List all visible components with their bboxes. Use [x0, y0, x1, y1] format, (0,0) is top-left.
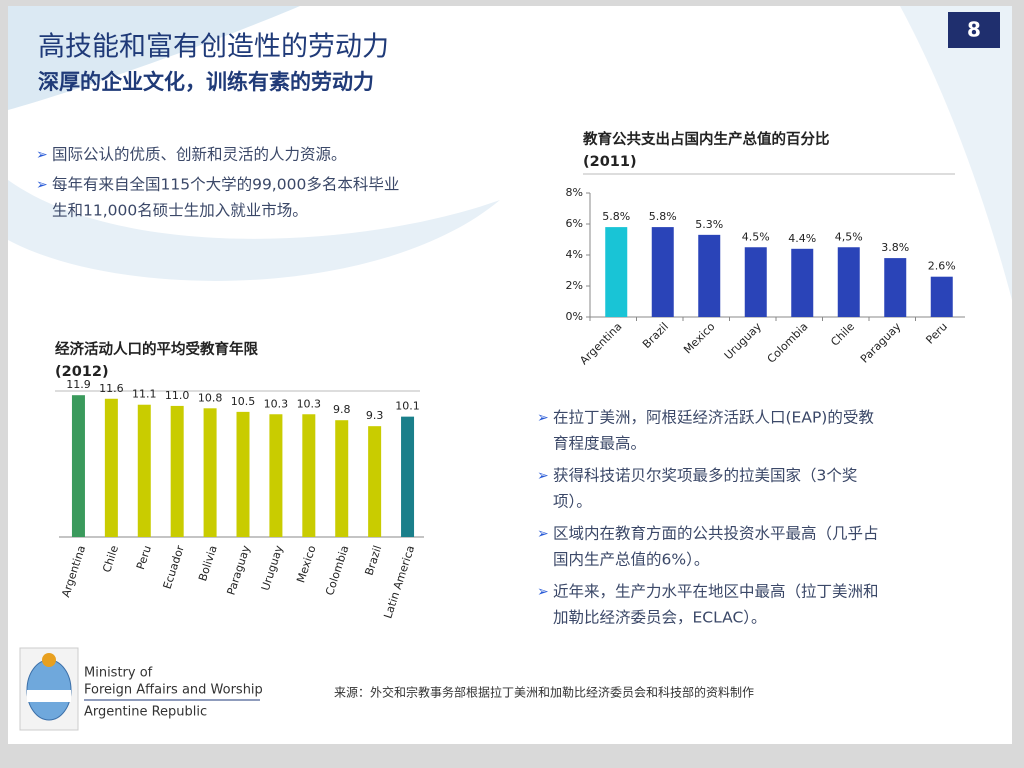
bar: [335, 420, 349, 537]
data-label: 11.1: [132, 388, 157, 401]
logo-emblem-sun: [42, 653, 56, 667]
bullet-text: 国内生产总值的6%）。: [553, 551, 709, 569]
chart-title: (2012): [55, 364, 109, 380]
slide-background: [8, 6, 1012, 744]
bar: [930, 276, 953, 317]
data-label: 10.8: [198, 391, 223, 404]
bar: [605, 227, 628, 317]
bar: [236, 411, 250, 537]
data-label: 10.1: [395, 400, 420, 413]
bar: [302, 414, 316, 537]
bullet-arrow: ➢: [537, 526, 549, 542]
data-label: 11.6: [99, 382, 124, 395]
data-label: 5.3%: [695, 218, 723, 231]
logo-text: Ministry of: [84, 666, 153, 681]
chart-title: 经济活动人口的平均受教育年限: [55, 340, 258, 358]
source: 来源：外交和宗教事务部根据拉丁美洲和加勒比经济委员会和科技部的资料制作: [334, 685, 754, 700]
data-label: 5.8%: [649, 210, 677, 223]
logo-emblem-band: [27, 690, 71, 702]
data-label: 10.5: [231, 395, 256, 408]
bar: [791, 248, 814, 317]
data-label: 10.3: [264, 397, 289, 410]
bullet-arrow: ➢: [537, 410, 549, 426]
data-label: 4.4%: [788, 232, 816, 245]
bar: [884, 258, 907, 317]
subtitle: 深厚的企业文化，训练有素的劳动力: [38, 70, 374, 94]
bullet-text: 每年有来自全国115个大学的99,000多名本科毕业: [52, 176, 399, 194]
decor-swirl: [900, 6, 1012, 300]
bar: [744, 247, 767, 317]
decor-swirl: [8, 6, 300, 110]
bullet-text: 近年来，生产力水平在地区中最高（拉丁美洲和: [553, 583, 879, 601]
chart-title: (2011): [583, 154, 637, 170]
bullet-text: 项）。: [553, 493, 592, 511]
title: 高技能和富有创造性的劳动力: [38, 32, 389, 63]
page-number-box: [948, 12, 1000, 48]
y-tick-label: 6%: [566, 217, 583, 230]
bar: [170, 405, 184, 537]
bullet-arrow: ➢: [36, 177, 48, 193]
data-label: 11.9: [66, 378, 91, 391]
bar: [837, 247, 860, 317]
y-tick-label: 0%: [566, 310, 583, 323]
bullets-top: ➢ 国际公认的优质、创新和灵活的人力资源。➢ 每年有来自全国115个大学的99,00…: [36, 146, 399, 220]
data-label: 11.0: [165, 389, 190, 402]
decor-swirl: [8, 180, 500, 281]
bullet-arrow: ➢: [36, 147, 48, 163]
bar: [269, 414, 283, 537]
bar: [368, 426, 382, 537]
data-label: 4,5%: [835, 230, 863, 243]
y-tick-label: 2%: [566, 279, 583, 292]
logo-text: Argentine Republic: [84, 705, 207, 720]
bar: [104, 398, 118, 537]
data-label: 9.8: [333, 403, 351, 416]
data-label: 2.6%: [928, 260, 956, 273]
y-tick-label: 4%: [566, 248, 583, 261]
bar: [203, 408, 217, 537]
bar: [401, 416, 415, 537]
bullet-text: 生和11,000名硕士生加入就业市场。: [52, 202, 308, 220]
bullet-arrow: ➢: [537, 584, 549, 600]
bullet-text: 区域内在教育方面的公共投资水平最高（几乎占: [553, 525, 879, 543]
bullet-text: 获得科技诺贝尔奖项最多的拉美国家（3个奖: [553, 467, 857, 485]
data-label: 3.8%: [881, 241, 909, 254]
bar: [698, 234, 721, 317]
data-label: 4.5%: [742, 230, 770, 243]
y-tick-label: 8%: [566, 186, 583, 199]
bullet-text: 国际公认的优质、创新和灵活的人力资源。: [52, 146, 347, 164]
bar: [651, 227, 674, 317]
bar: [71, 395, 85, 537]
data-label: 10.3: [297, 397, 322, 410]
data-label: 5.8%: [602, 210, 630, 223]
bar: [137, 404, 151, 537]
bullet-text: 在拉丁美洲，阿根廷经济活跃人口(EAP)的受教: [553, 409, 874, 427]
logo-text: Foreign Affairs and Worship: [84, 683, 263, 698]
bullet-arrow: ➢: [537, 468, 549, 484]
data-label: 9.3: [366, 409, 384, 422]
bullet-text: 加勒比经济委员会，ECLAC）。: [553, 609, 767, 627]
chart-title: 教育公共支出占国内生产总值的百分比: [582, 130, 830, 148]
bullet-text: 育程度最高。: [553, 435, 646, 453]
page-number: 8: [967, 18, 981, 42]
